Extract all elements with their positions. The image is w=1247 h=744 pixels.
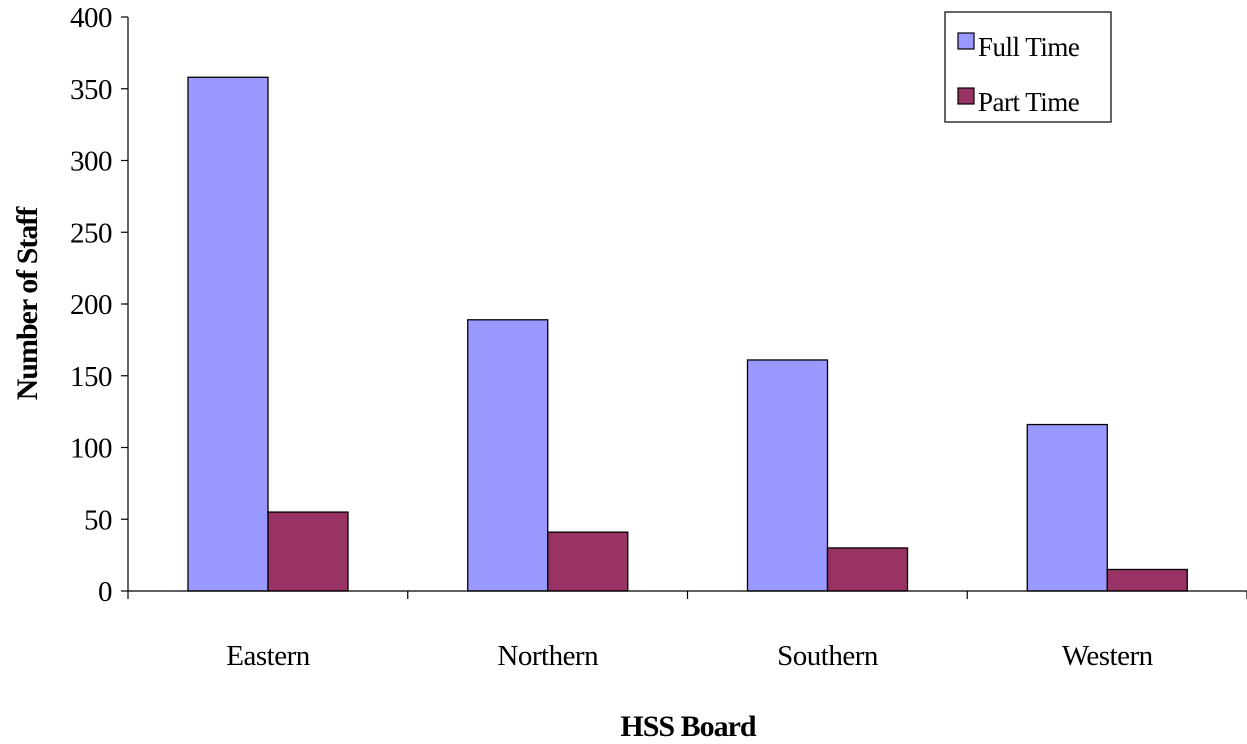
bar-part-time-western	[1106, 568, 1188, 592]
x-axis	[127, 590, 1247, 599]
y-tick-label: 300	[70, 146, 112, 178]
legend-label-full-time: Full Time	[978, 32, 1080, 62]
y-tick-label: 350	[70, 74, 112, 106]
bar-full-time-eastern	[187, 76, 269, 592]
legend: Full Time Part Time	[944, 11, 1112, 123]
bar-full-time-northern	[467, 319, 549, 592]
legend-swatch-full-time	[957, 32, 975, 50]
bar-part-time-southern	[826, 547, 909, 592]
y-tick-label: 150	[70, 361, 112, 393]
category-label-western: Western	[1062, 640, 1154, 672]
bar-part-time-eastern	[267, 511, 349, 592]
y-tick-label: 250	[70, 217, 112, 249]
legend-swatch-part-time	[957, 87, 975, 105]
bar-full-time-western	[1026, 423, 1108, 592]
bar-part-time-northern	[547, 531, 629, 592]
bars	[187, 76, 1188, 592]
y-tick-label: 400	[70, 2, 112, 34]
category-label-southern: Southern	[777, 640, 879, 672]
y-tick-label: 100	[70, 433, 112, 465]
y-axis-ticks: 0 50 100 150 200 250 300 350 400	[70, 2, 128, 608]
category-labels: Eastern Northern Southern Western	[226, 640, 1154, 672]
legend-label-part-time: Part Time	[978, 87, 1080, 117]
category-label-eastern: Eastern	[226, 640, 310, 672]
y-tick-label: 0	[98, 576, 112, 608]
category-label-northern: Northern	[497, 640, 599, 672]
y-tick-label: 200	[70, 289, 112, 321]
bar-full-time-southern	[746, 359, 829, 592]
y-tick-label: 50	[84, 504, 112, 536]
x-axis-title: HSS Board	[620, 710, 757, 743]
y-axis-title: Number of Staff	[11, 206, 44, 401]
